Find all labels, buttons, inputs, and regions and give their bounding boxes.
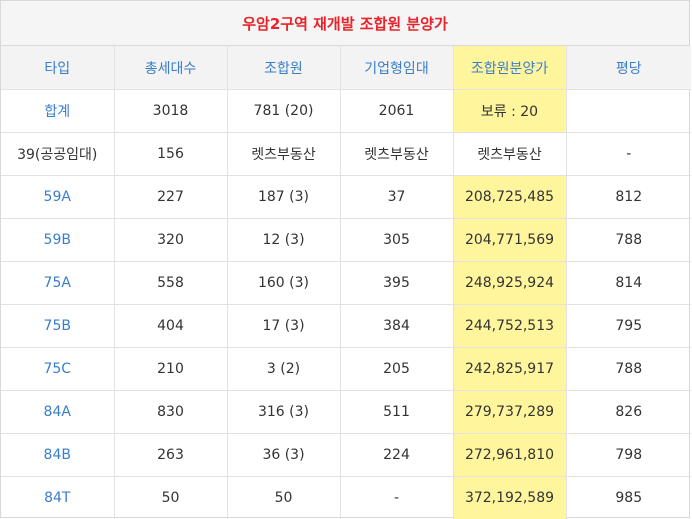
cell-members: 160 (3) <box>227 261 341 305</box>
cell-per-pyeong <box>566 89 691 133</box>
table-title: 우암2구역 재개발 조합원 분양가 <box>1 1 689 46</box>
cell-members: 17 (3) <box>227 304 341 348</box>
cell-type: 39(공공임대) <box>1 132 115 176</box>
cell-total-units: 227 <box>114 175 228 219</box>
cell-corporate-rental: 205 <box>340 347 454 391</box>
table-row: 75A 558 160 (3) 395 248,925,924 814 <box>1 261 691 305</box>
price-table: 타입 총세대수 조합원 기업형임대 조합원분양가 평당 합계 3018 781 … <box>1 46 691 519</box>
cell-corporate-rental: 2061 <box>340 89 454 133</box>
header-corporate-rental: 기업형임대 <box>340 46 454 90</box>
cell-per-pyeong: 788 <box>566 218 691 262</box>
cell-member-price: 204,771,569 <box>453 218 567 262</box>
cell-per-pyeong: 826 <box>566 390 691 434</box>
cell-corporate-rental: 224 <box>340 433 454 477</box>
table-row: 84A 830 316 (3) 511 279,737,289 826 <box>1 390 691 434</box>
cell-members: 12 (3) <box>227 218 341 262</box>
cell-member-price: 244,752,513 <box>453 304 567 348</box>
table-row-total: 합계 3018 781 (20) 2061 보류 : 20 <box>1 89 691 133</box>
cell-per-pyeong: 814 <box>566 261 691 305</box>
cell-total-units: 210 <box>114 347 228 391</box>
cell-members: 316 (3) <box>227 390 341 434</box>
cell-type: 59B <box>1 218 115 262</box>
cell-total-units: 156 <box>114 132 228 176</box>
cell-type: 84A <box>1 390 115 434</box>
cell-total-units: 830 <box>114 390 228 434</box>
cell-member-price: 보류 : 20 <box>453 89 567 133</box>
cell-per-pyeong: 985 <box>615 490 643 506</box>
cell-corporate-rental: 511 <box>340 390 454 434</box>
cell-type: 합계 <box>1 89 115 133</box>
cell-member-price: 279,737,289 <box>453 390 567 434</box>
cell-corporate-rental: 렛츠부동산 <box>340 132 454 176</box>
cell-type: 75A <box>1 261 115 305</box>
cell-type: 75B <box>1 304 115 348</box>
cell-per-pyeong: 795 <box>566 304 691 348</box>
cell-corporate-rental: - <box>340 476 454 519</box>
cell-members: 3 (2) <box>227 347 341 391</box>
cell-type: 75C <box>1 347 115 391</box>
cell-corporate-rental: 305 <box>340 218 454 262</box>
table-row: 84T 50 50 - 372,192,589 985 <box>1 476 691 519</box>
cell-members: 781 (20) <box>227 89 341 133</box>
cell-corporate-rental: 37 <box>340 175 454 219</box>
cell-member-price: 272,961,810 <box>453 433 567 477</box>
cell-type: 59A <box>1 175 115 219</box>
table-row: 84B 263 36 (3) 224 272,961,810 798 <box>1 433 691 477</box>
table-row: 39(공공임대) 156 렛츠부동산 렛츠부동산 렛츠부동산 - <box>1 132 691 176</box>
cell-type: 84B <box>1 433 115 477</box>
header-type: 타입 <box>1 46 115 90</box>
cell-member-price: 242,825,917 <box>453 347 567 391</box>
header-members: 조합원 <box>227 46 341 90</box>
cell-type: 84T <box>1 476 115 519</box>
cell-total-units: 263 <box>114 433 228 477</box>
cell-member-price: 렛츠부동산 <box>453 132 567 176</box>
cell-members: 36 (3) <box>227 433 341 477</box>
cell-member-price: 248,925,924 <box>453 261 567 305</box>
table-row: 75B 404 17 (3) 384 244,752,513 795 <box>1 304 691 348</box>
cell-members: 50 <box>227 476 341 519</box>
cell-members: 렛츠부동산 <box>227 132 341 176</box>
cell-total-units: 50 <box>114 476 228 519</box>
table-row: 59A 227 187 (3) 37 208,725,485 812 <box>1 175 691 219</box>
cell-total-units: 320 <box>114 218 228 262</box>
header-row: 타입 총세대수 조합원 기업형임대 조합원분양가 평당 <box>1 46 691 90</box>
cell-per-pyeong: 798 <box>566 433 691 477</box>
cell-corporate-rental: 384 <box>340 304 454 348</box>
cell-corporate-rental: 395 <box>340 261 454 305</box>
table-row: 59B 320 12 (3) 305 204,771,569 788 <box>1 218 691 262</box>
cell-per-pyeong: 788 <box>566 347 691 391</box>
header-member-price: 조합원분양가 <box>453 46 567 90</box>
cell-total-units: 404 <box>114 304 228 348</box>
header-per-pyeong: 평당 <box>566 46 691 90</box>
table-row: 75C 210 3 (2) 205 242,825,917 788 <box>1 347 691 391</box>
cell-total-units: 558 <box>114 261 228 305</box>
cell-members: 187 (3) <box>227 175 341 219</box>
cell-member-price: 372,192,589 <box>453 476 567 519</box>
cell-per-pyeong: - <box>566 132 691 176</box>
cell-member-price: 208,725,485 <box>453 175 567 219</box>
cell-per-pyeong: 812 <box>566 175 691 219</box>
cell-total-units: 3018 <box>114 89 228 133</box>
header-total-units: 총세대수 <box>114 46 228 90</box>
